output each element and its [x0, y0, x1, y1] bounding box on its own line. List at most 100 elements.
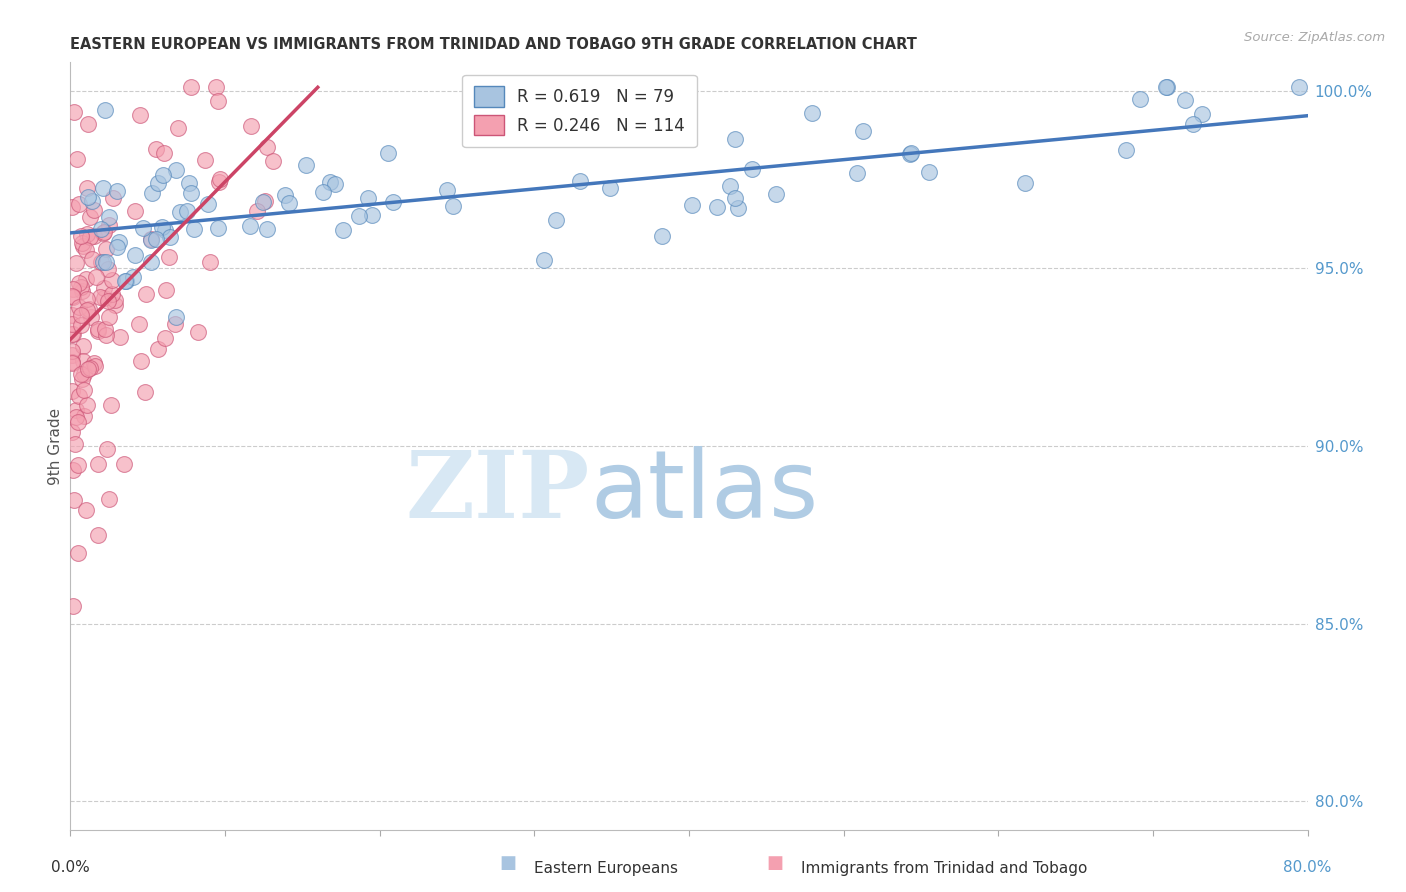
Point — [105, 240, 128, 254]
Point — [69, 280, 91, 294]
Point — [77, 189, 100, 203]
Point — [76, 398, 98, 412]
Point — [256, 222, 278, 236]
Point — [900, 146, 922, 161]
Point — [60, 289, 83, 303]
Point — [918, 165, 941, 179]
Point — [681, 198, 703, 212]
Point — [65, 409, 87, 424]
Point — [80, 252, 103, 266]
Point — [166, 120, 188, 135]
Point — [87, 528, 110, 542]
Point — [60, 327, 83, 342]
Point — [87, 324, 110, 338]
Point — [180, 186, 202, 201]
Point — [115, 274, 138, 288]
Point — [91, 181, 114, 195]
Point — [97, 262, 120, 277]
Point — [69, 308, 91, 322]
Point — [651, 229, 673, 244]
Point — [145, 142, 167, 156]
Point — [100, 398, 122, 412]
Point — [177, 176, 200, 190]
Point — [96, 242, 118, 256]
Point — [152, 219, 174, 234]
Point — [145, 232, 167, 246]
Point — [1014, 177, 1036, 191]
Text: Eastern Europeans: Eastern Europeans — [534, 861, 678, 876]
Point — [209, 171, 232, 186]
Point — [544, 213, 567, 227]
Point — [107, 235, 129, 250]
Point — [377, 145, 399, 160]
Point — [128, 108, 150, 122]
Point — [94, 322, 117, 336]
Point — [62, 492, 84, 507]
Point — [852, 123, 875, 137]
Point — [69, 367, 91, 381]
Point — [1182, 117, 1205, 131]
Point — [60, 356, 83, 370]
Point — [724, 191, 747, 205]
Text: ■: ■ — [766, 855, 783, 872]
Point — [75, 272, 97, 286]
Point — [159, 229, 181, 244]
Point — [157, 250, 180, 264]
Text: Immigrants from Trinidad and Tobago: Immigrants from Trinidad and Tobago — [801, 861, 1088, 876]
Point — [76, 303, 98, 318]
Point — [93, 225, 115, 239]
Point — [323, 177, 346, 191]
Point — [599, 180, 621, 194]
Point — [103, 191, 125, 205]
Point — [1288, 80, 1310, 95]
Point — [183, 221, 205, 235]
Point — [60, 201, 83, 215]
Point — [207, 221, 229, 235]
Point — [86, 322, 108, 336]
Point — [197, 196, 219, 211]
Point — [75, 243, 97, 257]
Point — [90, 255, 112, 269]
Point — [100, 273, 122, 287]
Point — [187, 326, 209, 340]
Point — [104, 298, 127, 312]
Point — [60, 344, 83, 359]
Point — [70, 372, 93, 386]
Point — [76, 362, 98, 376]
Point — [441, 199, 464, 213]
Point — [105, 185, 128, 199]
Point — [97, 211, 120, 225]
Point — [262, 153, 284, 168]
Point — [62, 463, 84, 477]
Text: EASTERN EUROPEAN VS IMMIGRANTS FROM TRINIDAD AND TOBAGO 9TH GRADE CORRELATION CH: EASTERN EUROPEAN VS IMMIGRANTS FROM TRIN… — [70, 37, 917, 52]
Point — [114, 457, 135, 471]
Point — [66, 458, 89, 473]
Text: Source: ZipAtlas.com: Source: ZipAtlas.com — [1244, 31, 1385, 45]
Point — [73, 383, 96, 397]
Point — [240, 119, 263, 133]
Point — [347, 209, 370, 223]
Text: ■: ■ — [499, 855, 516, 872]
Point — [62, 282, 84, 296]
Point — [110, 329, 132, 343]
Point — [93, 281, 115, 295]
Point — [83, 203, 105, 218]
Point — [101, 287, 124, 301]
Point — [153, 331, 176, 345]
Point — [1156, 80, 1178, 95]
Point — [382, 195, 405, 210]
Point — [194, 153, 217, 168]
Point — [1174, 93, 1197, 107]
Point — [76, 181, 98, 195]
Point — [239, 219, 262, 234]
Point — [277, 196, 299, 211]
Point — [79, 210, 101, 224]
Point — [357, 192, 380, 206]
Point — [148, 177, 170, 191]
Point — [65, 437, 87, 451]
Point — [67, 197, 90, 211]
Point — [65, 256, 87, 270]
Point — [80, 310, 103, 325]
Point — [94, 255, 117, 269]
Point — [60, 425, 83, 440]
